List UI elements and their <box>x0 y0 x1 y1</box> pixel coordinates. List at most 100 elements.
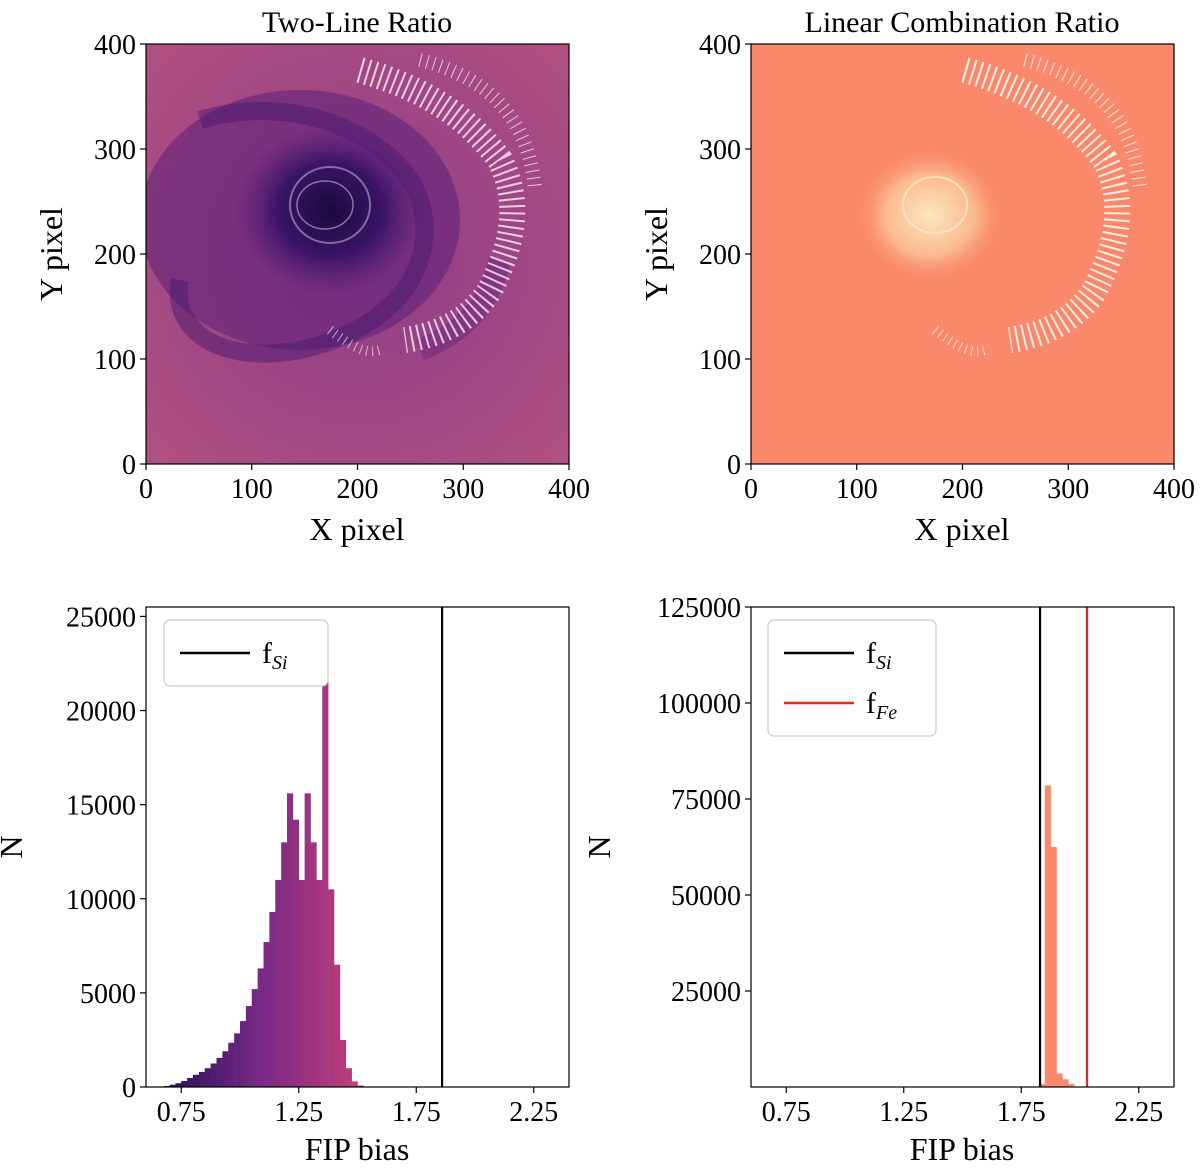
histogram-d-xtick-label: 0.75 <box>762 1097 811 1128</box>
map-b-ytick-label: 200 <box>699 240 741 271</box>
map-a-xlabel: X pixel <box>309 511 404 547</box>
map-b-xtick-label: 0 <box>744 474 758 505</box>
histogram-c-bar <box>251 989 258 1087</box>
histogram-c-bar <box>222 1051 229 1087</box>
histogram-c-bar <box>210 1063 217 1087</box>
histogram-d-ylabel: N <box>581 835 617 858</box>
map-b-xtick-label: 100 <box>836 474 878 505</box>
histogram-c-xtick-label: 1.25 <box>274 1097 323 1128</box>
panel-two-line-histogram: 0.75 1.25 1.75 2.25 0 5000 10000 15000 20000 2500… <box>0 602 570 1167</box>
histogram-c-ytick-label: 15000 <box>66 791 136 822</box>
legend-d-fe-label: fFe <box>866 687 897 724</box>
histogram-d-bar <box>1044 785 1051 1087</box>
map-a-ytick-label: 100 <box>94 345 136 376</box>
histogram-c-bar <box>281 842 288 1087</box>
histogram-c-bar <box>216 1057 223 1087</box>
histogram-c-bar <box>204 1068 211 1087</box>
histogram-d-vlines <box>1038 607 1089 1087</box>
histogram-d-ytick-label: 125000 <box>657 593 741 624</box>
map-b-image <box>751 44 1174 464</box>
histogram-c-bar <box>292 819 300 1087</box>
histogram-c-ytick-label: 25000 <box>66 602 136 633</box>
histogram-c-bar <box>357 1085 364 1087</box>
histogram-c-bar <box>345 1068 352 1087</box>
histogram-c-bar <box>310 842 317 1087</box>
histogram-c-xtick-label: 2.25 <box>509 1097 558 1128</box>
histogram-d-xtick-label: 2.25 <box>1114 1097 1163 1128</box>
histogram-c-ytick-label: 10000 <box>66 885 136 916</box>
histogram-c-bar <box>298 879 305 1087</box>
histogram-c-xtick-label: 0.75 <box>157 1097 206 1128</box>
histogram-c-ytick-label: 20000 <box>66 697 136 728</box>
map-a-xtick-label: 200 <box>337 474 379 505</box>
histogram-c-axes: 0.75 1.25 1.75 2.25 0 5000 10000 15000 20000 2500… <box>66 602 558 1128</box>
histogram-c-bar <box>339 1039 347 1087</box>
histogram-d-bar <box>1056 1073 1063 1087</box>
panel-linear-combination-map: Linear Combination Ratio 0 100 200 300 400 0 1… <box>638 6 1195 547</box>
histogram-c-bar <box>316 879 323 1087</box>
histogram-d-bar <box>1068 1083 1075 1087</box>
histogram-c-ytick-label: 5000 <box>80 979 136 1010</box>
histogram-c-bars <box>163 633 364 1087</box>
histogram-c-bar <box>287 793 294 1087</box>
map-b-ytick-label: 300 <box>699 135 741 166</box>
histogram-c-bar <box>240 1021 247 1087</box>
map-b-ytick-label: 400 <box>699 30 741 61</box>
histogram-c-bar <box>187 1077 194 1087</box>
map-b-xtick-label: 200 <box>942 474 984 505</box>
panel-two-line-ratio-map: Two-Line Ratio 0 100 200 300 400 0 100 200 300 40… <box>33 6 590 547</box>
map-b-ylabel: Y pixel <box>638 207 674 301</box>
histogram-d-xtick-label: 1.75 <box>997 1097 1046 1128</box>
histogram-c-ylabel: N <box>0 835 29 858</box>
histogram-d-legend: fSi fFe <box>767 619 937 737</box>
panel-linear-combination-histogram: 0.75 1.25 1.75 2.25 25000 50000 75000 100000 125… <box>581 593 1175 1167</box>
histogram-d-ytick-label: 75000 <box>671 785 741 816</box>
histogram-c-bar <box>304 793 311 1087</box>
histogram-d-ytick-label: 50000 <box>671 881 741 912</box>
histogram-d-bar <box>1050 847 1057 1087</box>
histogram-c-bar <box>328 889 335 1087</box>
map-a-xtick-label: 0 <box>139 474 153 505</box>
histogram-c-bar <box>228 1042 235 1087</box>
histogram-c-bar <box>193 1074 200 1087</box>
map-b-title: Linear Combination Ratio <box>805 6 1120 39</box>
histogram-c-xlabel: FIP bias <box>305 1131 410 1167</box>
histogram-d-xtick-label: 1.25 <box>879 1097 928 1128</box>
legend-d-si-label: fSi <box>866 637 892 674</box>
histogram-c-bar <box>198 1071 206 1087</box>
histogram-d-bars <box>1038 785 1075 1087</box>
map-a-xtick-label: 100 <box>231 474 273 505</box>
map-b-ytick-label: 0 <box>727 450 741 481</box>
map-a-ytick-label: 0 <box>122 450 136 481</box>
histogram-c-bar <box>263 942 270 1087</box>
histogram-c-bar <box>169 1084 176 1087</box>
map-a-ytick-label: 400 <box>94 30 136 61</box>
histogram-c-legend: fSi <box>163 619 329 687</box>
histogram-d-bar <box>1038 1083 1046 1087</box>
map-b-xtick-label: 300 <box>1047 474 1089 505</box>
map-a-image <box>146 44 569 464</box>
map-b-xtick-label: 400 <box>1153 474 1195 505</box>
histogram-c-bar <box>257 968 264 1087</box>
map-a-title: Two-Line Ratio <box>262 6 452 39</box>
histogram-d-bar <box>1062 1079 1069 1087</box>
histogram-c-xtick-label: 1.75 <box>392 1097 441 1128</box>
histogram-c-bar <box>181 1080 188 1087</box>
map-a-ytick-label: 200 <box>94 240 136 271</box>
histogram-c-bar <box>245 1006 253 1087</box>
histogram-c-bar <box>351 1081 358 1087</box>
histogram-d-xlabel: FIP bias <box>910 1131 1015 1167</box>
histogram-c-ytick-label: 0 <box>122 1073 136 1104</box>
histogram-d-axes: 0.75 1.25 1.75 2.25 25000 50000 75000 100000 125… <box>657 593 1163 1128</box>
histogram-c-bar <box>334 964 341 1087</box>
histogram-d-ytick-label: 100000 <box>657 689 741 720</box>
map-a-xtick-label: 400 <box>548 474 590 505</box>
histogram-c-bar <box>269 911 276 1087</box>
histogram-c-bar <box>275 879 282 1087</box>
map-a-ylabel: Y pixel <box>33 207 69 301</box>
map-b-axes: 0 100 200 300 400 0 100 200 300 400 <box>699 30 1195 505</box>
histogram-c-bar <box>175 1083 182 1087</box>
legend-c-si-label: fSi <box>262 637 288 674</box>
map-b-ytick-label: 100 <box>699 345 741 376</box>
